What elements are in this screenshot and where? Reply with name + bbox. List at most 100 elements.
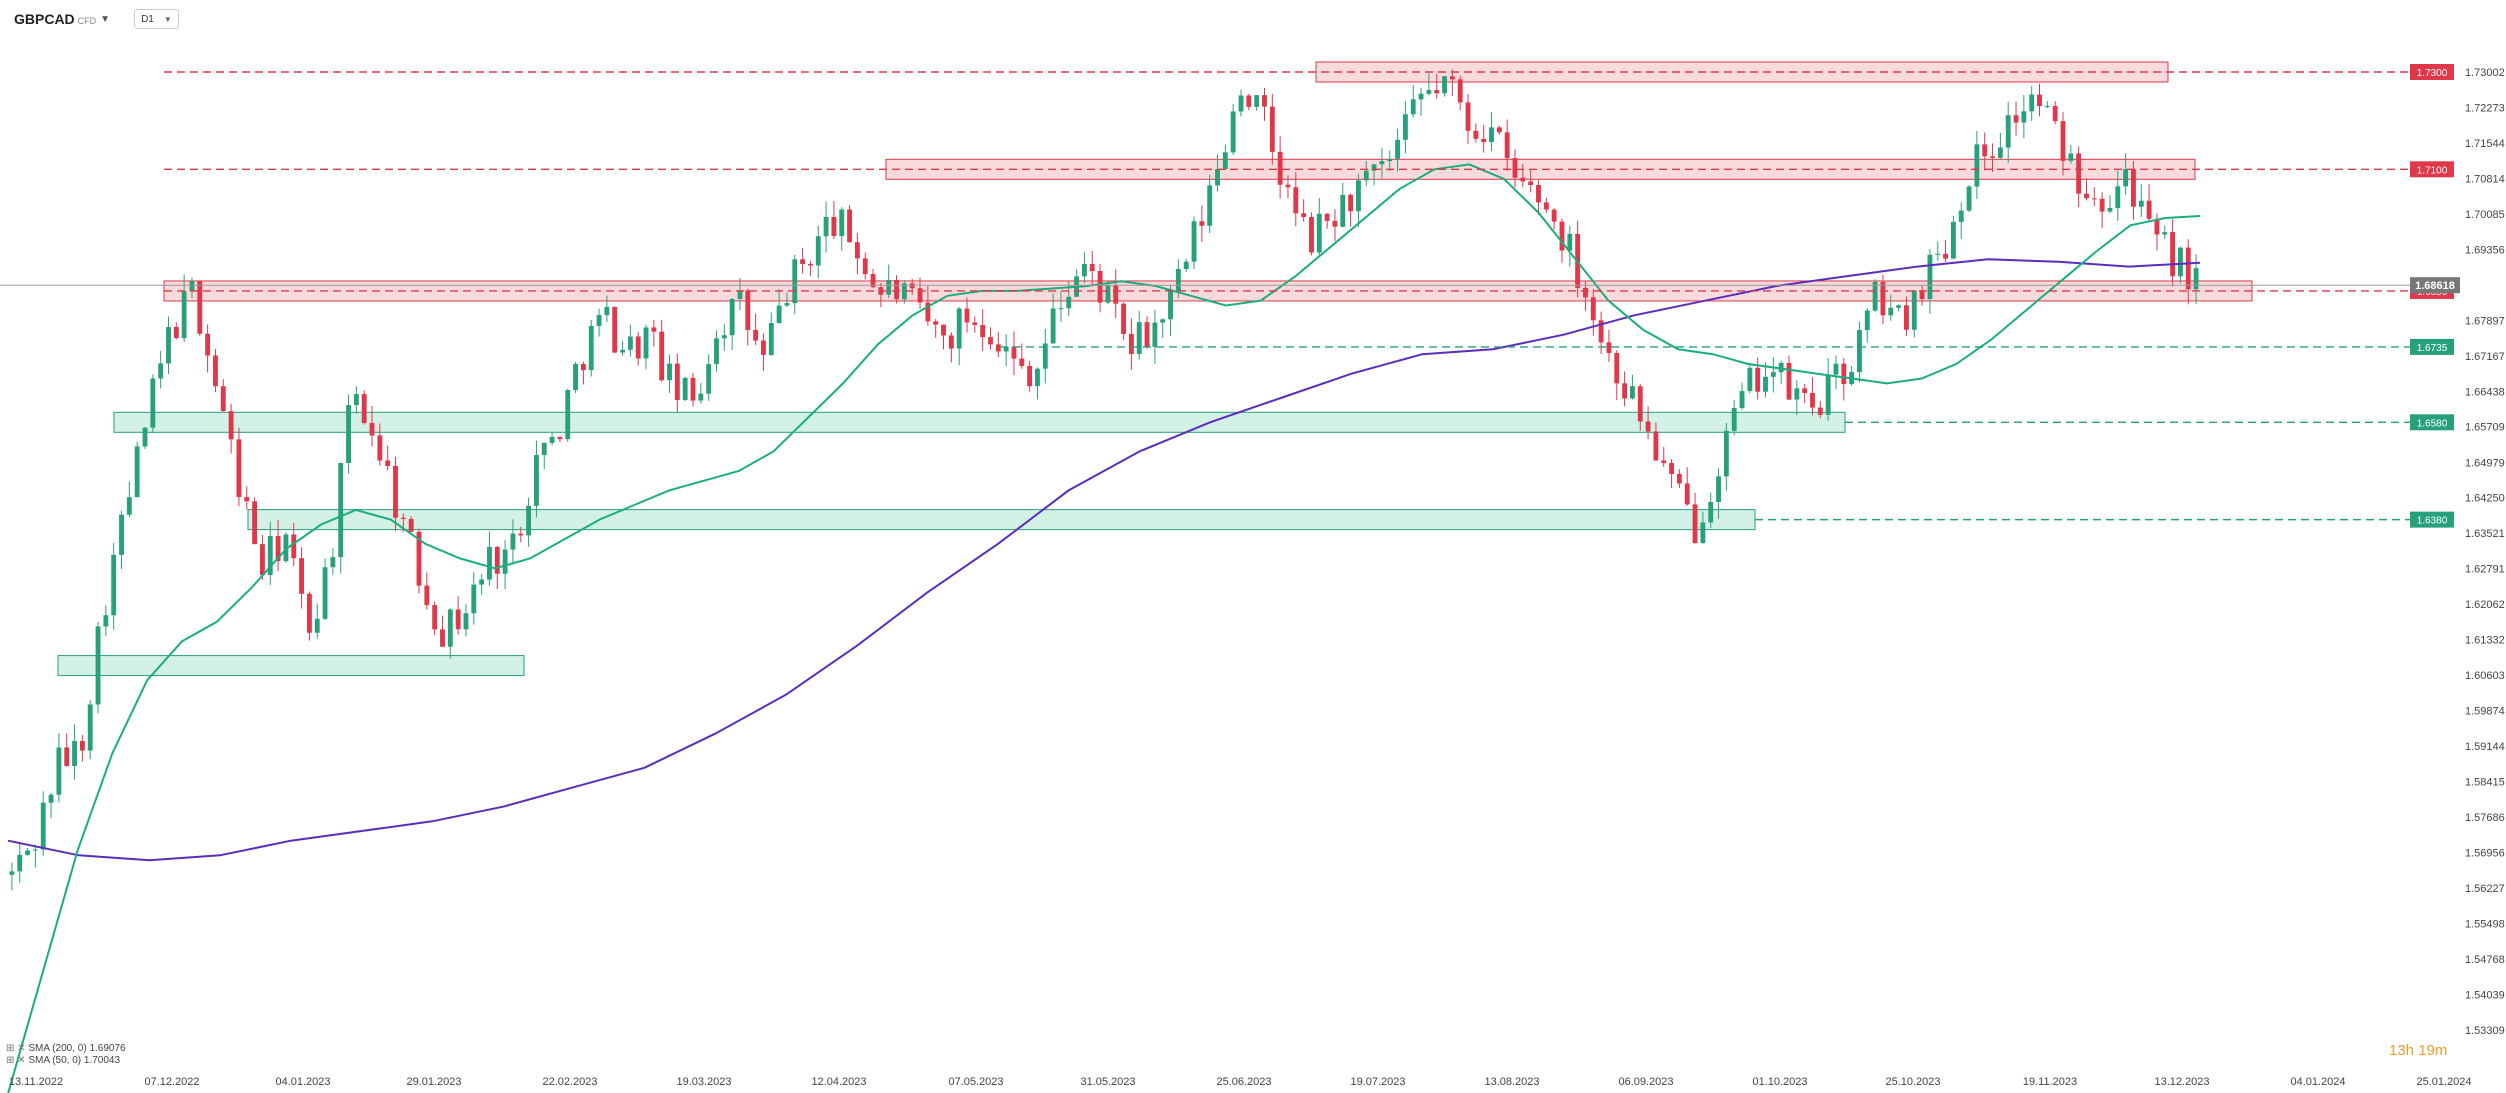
candle: [1943, 240, 1948, 263]
y-tick-label: 1.54039: [2465, 990, 2505, 1002]
y-tick-label: 1.55498: [2465, 919, 2505, 931]
candle-body: [1817, 407, 1823, 415]
candle: [72, 724, 77, 780]
candle-body: [1904, 305, 1909, 330]
candle-body: [1653, 431, 1659, 461]
candle-body: [416, 531, 422, 586]
candle-body: [612, 306, 618, 353]
candle: [753, 313, 759, 345]
y-tick-label: 1.63521: [2465, 528, 2505, 540]
candle-body: [48, 794, 54, 803]
candle-body: [674, 363, 680, 400]
candle: [1035, 367, 1040, 400]
candle-body: [682, 377, 688, 400]
y-tick-label: 1.64250: [2465, 493, 2505, 505]
candle-body: [768, 323, 774, 355]
candle-body: [1614, 352, 1620, 384]
candle-body: [17, 854, 23, 872]
candle-body: [526, 505, 532, 536]
candle: [1911, 290, 1917, 338]
candle: [823, 201, 829, 253]
candle: [690, 372, 696, 407]
candle-body: [1755, 367, 1761, 392]
candle: [792, 254, 798, 315]
candle: [1230, 104, 1236, 155]
candle: [1763, 362, 1768, 398]
candle-body: [213, 355, 218, 387]
candle: [964, 297, 970, 333]
candle-body: [721, 335, 727, 339]
candle-body: [2044, 105, 2050, 107]
x-tick-label: 25.01.2024: [2416, 1076, 2471, 1088]
candle-body: [1630, 386, 1635, 399]
candle: [1082, 251, 1087, 284]
candle: [604, 295, 610, 323]
candle-body: [1739, 391, 1745, 408]
y-tick-label: 1.61332: [2465, 635, 2505, 647]
x-tick-label: 22.02.2023: [542, 1076, 597, 1088]
candle: [1630, 374, 1635, 400]
y-tick-label: 1.59874: [2465, 706, 2505, 718]
candle-body: [596, 315, 602, 326]
candle-body: [2005, 115, 2011, 148]
candle: [432, 601, 438, 636]
candle: [1637, 384, 1643, 431]
candle-body: [980, 324, 986, 338]
candle-body: [800, 259, 806, 264]
candle-body: [236, 439, 242, 498]
candle-body: [2107, 207, 2113, 212]
candle: [1849, 365, 1855, 386]
candle-body: [1238, 95, 1244, 112]
support-tag-bg: [2410, 338, 2454, 355]
candle: [126, 481, 132, 518]
candle: [103, 605, 109, 636]
candle: [79, 735, 85, 762]
candle-body: [1191, 221, 1197, 262]
candle-body: [1520, 177, 1526, 182]
candle: [1340, 182, 1346, 228]
candle: [2037, 83, 2042, 117]
legend-sma200[interactable]: ⊞ ✕ SMA (200, 0) 1.69076: [6, 1043, 126, 1054]
candle-body: [917, 288, 923, 303]
candle-body: [1230, 111, 1236, 153]
candle: [260, 534, 265, 580]
support-label: 1.6735: [2417, 343, 2448, 354]
candle: [447, 608, 453, 659]
y-tick-label: 1.66438: [2465, 386, 2505, 398]
y-tick-label: 1.56956: [2465, 848, 2505, 860]
candle: [1653, 422, 1659, 461]
candle: [306, 591, 312, 641]
candle-body: [1066, 296, 1072, 309]
candle-body: [549, 436, 555, 443]
candle: [1238, 89, 1244, 117]
timeframe-selector[interactable]: D1 ▼: [134, 9, 179, 29]
candle: [651, 319, 657, 347]
candle: [627, 324, 633, 357]
candle: [1723, 422, 1729, 491]
candle-body: [291, 534, 297, 559]
candle: [948, 332, 954, 363]
candle-body: [1473, 130, 1479, 139]
candle: [1356, 173, 1361, 228]
candle-body: [87, 704, 93, 751]
candle-body: [1684, 483, 1690, 505]
y-tick-label: 1.69356: [2465, 244, 2505, 256]
candle: [768, 312, 774, 356]
candle: [1371, 164, 1377, 186]
candle: [956, 306, 962, 366]
candle: [526, 497, 532, 547]
candle-body: [1770, 372, 1776, 377]
support-label: 1.6380: [2417, 516, 2448, 527]
candle-body: [314, 618, 320, 633]
candle-body: [1152, 322, 1158, 347]
candle: [393, 456, 398, 531]
legend-sma50[interactable]: ⊞ ✕ SMA (50, 0) 1.70043: [6, 1055, 121, 1066]
candle-body: [440, 629, 445, 647]
legend-sma200-label: SMA (200, 0) 1.69076: [28, 1043, 126, 1054]
candle: [1097, 263, 1103, 313]
candle-body: [933, 321, 939, 325]
y-tick-label: 1.65709: [2465, 422, 2505, 434]
symbol-selector[interactable]: GBPCAD CFD ▼: [14, 11, 124, 27]
candle: [761, 333, 766, 371]
